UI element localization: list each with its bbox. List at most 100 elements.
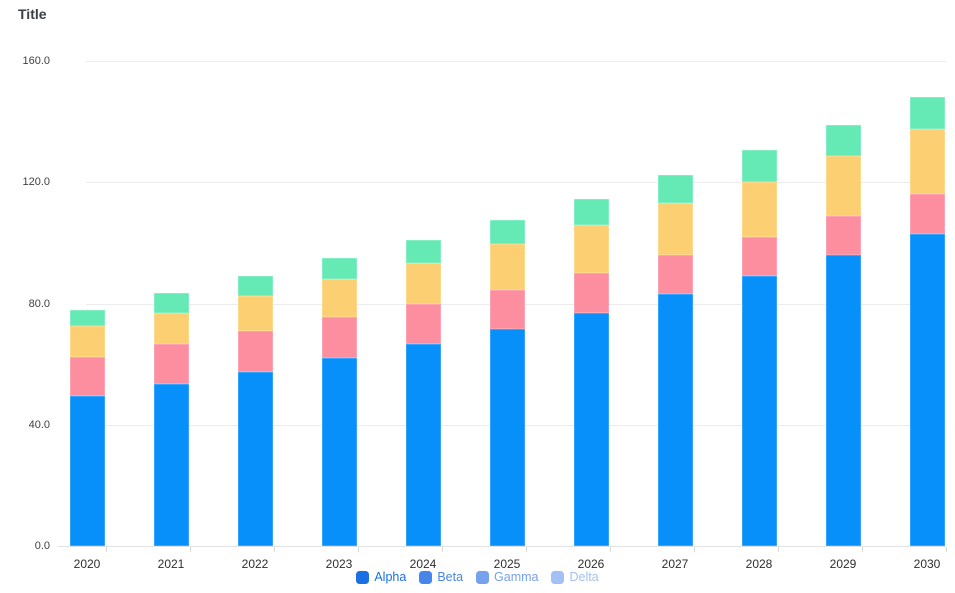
x-axis-category-label: 2030 xyxy=(913,557,941,571)
bar-segment-gamma-2030[interactable] xyxy=(909,129,945,195)
bar-segment-beta-2021[interactable] xyxy=(153,344,189,384)
chart-title: Title xyxy=(18,6,47,22)
bar-segment-alpha-2022[interactable] xyxy=(237,371,273,546)
y-axis-tick-label: 160.0 xyxy=(22,55,50,67)
bar-segment-alpha-2023[interactable] xyxy=(321,358,357,546)
bar-segment-delta-2030[interactable] xyxy=(909,97,945,130)
bar-segment-delta-2026[interactable] xyxy=(573,198,609,225)
bar-segment-delta-2029[interactable] xyxy=(825,124,861,157)
x-axis-tick xyxy=(106,547,107,552)
bar-segment-alpha-2030[interactable] xyxy=(909,233,945,546)
bar-segment-gamma-2022[interactable] xyxy=(237,295,273,331)
x-axis-tick xyxy=(610,547,611,552)
x-axis-category-label: 2027 xyxy=(661,557,689,571)
bar-segment-beta-2029[interactable] xyxy=(825,215,861,255)
legend-swatch-icon xyxy=(551,570,565,584)
bar-2022 xyxy=(237,276,273,546)
bar-segment-beta-2028[interactable] xyxy=(741,236,777,277)
x-axis-tick xyxy=(862,547,863,552)
y-axis-tick-label: 40.0 xyxy=(28,418,50,431)
bar-segment-alpha-2024[interactable] xyxy=(405,344,441,546)
x-axis-tick xyxy=(778,547,779,552)
x-axis-category-label: 2029 xyxy=(829,557,857,571)
bar-2021 xyxy=(153,292,189,546)
x-axis-tick xyxy=(274,547,275,552)
bar-segment-gamma-2023[interactable] xyxy=(321,279,357,318)
x-axis-category-label: 2023 xyxy=(325,557,353,571)
bar-segment-gamma-2028[interactable] xyxy=(741,182,777,237)
bar-segment-delta-2027[interactable] xyxy=(657,174,693,204)
bar-segment-beta-2026[interactable] xyxy=(573,273,609,313)
x-axis-tick xyxy=(526,547,527,552)
bar-2024 xyxy=(405,239,441,546)
x-axis-tick xyxy=(190,547,191,552)
legend-swatch-icon xyxy=(476,570,490,584)
bar-segment-gamma-2024[interactable] xyxy=(405,262,441,304)
bar-segment-delta-2028[interactable] xyxy=(741,150,777,183)
bar-2026 xyxy=(573,198,609,546)
x-axis-tick xyxy=(358,547,359,552)
bar-segment-beta-2025[interactable] xyxy=(489,289,525,330)
bar-segment-beta-2023[interactable] xyxy=(321,317,357,359)
legend-item-gamma[interactable]: Gamma xyxy=(476,570,538,584)
bar-2030 xyxy=(909,97,945,546)
bar-2025 xyxy=(489,220,525,546)
bar-2023 xyxy=(321,258,357,546)
bar-segment-beta-2024[interactable] xyxy=(405,303,441,345)
gridline xyxy=(86,182,946,184)
legend-label: Alpha xyxy=(374,570,407,584)
bar-segment-alpha-2027[interactable] xyxy=(657,294,693,546)
x-axis-line xyxy=(58,546,946,547)
bar-segment-alpha-2021[interactable] xyxy=(153,383,189,546)
bar-segment-delta-2021[interactable] xyxy=(153,292,189,313)
bar-segment-alpha-2029[interactable] xyxy=(825,255,861,546)
bar-segment-delta-2025[interactable] xyxy=(489,220,525,245)
legend-label: Gamma xyxy=(494,570,539,584)
bar-segment-alpha-2026[interactable] xyxy=(573,312,609,546)
x-axis-category-label: 2025 xyxy=(493,557,521,571)
x-axis-tick xyxy=(442,547,443,552)
bar-segment-alpha-2028[interactable] xyxy=(741,276,777,546)
bar-2028 xyxy=(741,150,777,546)
bar-2029 xyxy=(825,124,861,546)
y-axis-tick-label: 120.0 xyxy=(22,176,50,189)
y-axis-tick-label: 0.0 xyxy=(34,540,50,552)
bar-segment-delta-2022[interactable] xyxy=(237,276,273,296)
bar-segment-delta-2023[interactable] xyxy=(321,258,357,280)
bar-segment-alpha-2020[interactable] xyxy=(69,395,105,546)
x-axis-category-label: 2021 xyxy=(157,557,185,571)
y-axis-tick-label: 80.0 xyxy=(28,297,50,310)
x-axis-category-label: 2028 xyxy=(745,557,773,571)
bar-segment-delta-2020[interactable] xyxy=(69,309,105,327)
bar-segment-gamma-2027[interactable] xyxy=(657,203,693,255)
x-axis-category-label: 2026 xyxy=(577,557,605,571)
bar-2027 xyxy=(657,174,693,546)
legend-swatch-icon xyxy=(356,570,370,584)
bar-segment-beta-2027[interactable] xyxy=(657,255,693,295)
bar-segment-beta-2030[interactable] xyxy=(909,194,945,234)
bar-segment-delta-2024[interactable] xyxy=(405,239,441,263)
bar-segment-beta-2020[interactable] xyxy=(69,356,105,396)
legend: Alpha Beta Gamma Delta xyxy=(0,570,955,584)
legend-swatch-icon xyxy=(419,570,433,584)
gridline xyxy=(86,61,946,62)
bar-segment-gamma-2021[interactable] xyxy=(153,312,189,345)
legend-item-alpha[interactable]: Alpha xyxy=(356,570,406,584)
x-axis-category-label: 2020 xyxy=(73,557,101,571)
bar-segment-gamma-2025[interactable] xyxy=(489,244,525,290)
legend-item-beta[interactable]: Beta xyxy=(419,570,463,584)
bar-segment-gamma-2026[interactable] xyxy=(573,224,609,274)
bar-segment-alpha-2025[interactable] xyxy=(489,329,525,546)
bar-segment-beta-2022[interactable] xyxy=(237,330,273,372)
x-axis-category-label: 2022 xyxy=(241,557,269,571)
x-axis-tick xyxy=(946,547,947,552)
legend-label: Delta xyxy=(569,570,599,584)
legend-label: Beta xyxy=(437,570,464,584)
legend-item-delta[interactable]: Delta xyxy=(551,570,599,584)
x-axis-category-label: 2024 xyxy=(409,557,437,571)
bar-segment-gamma-2020[interactable] xyxy=(69,326,105,357)
x-axis-tick xyxy=(694,547,695,552)
bar-2020 xyxy=(69,309,105,546)
bar-segment-gamma-2029[interactable] xyxy=(825,156,861,216)
